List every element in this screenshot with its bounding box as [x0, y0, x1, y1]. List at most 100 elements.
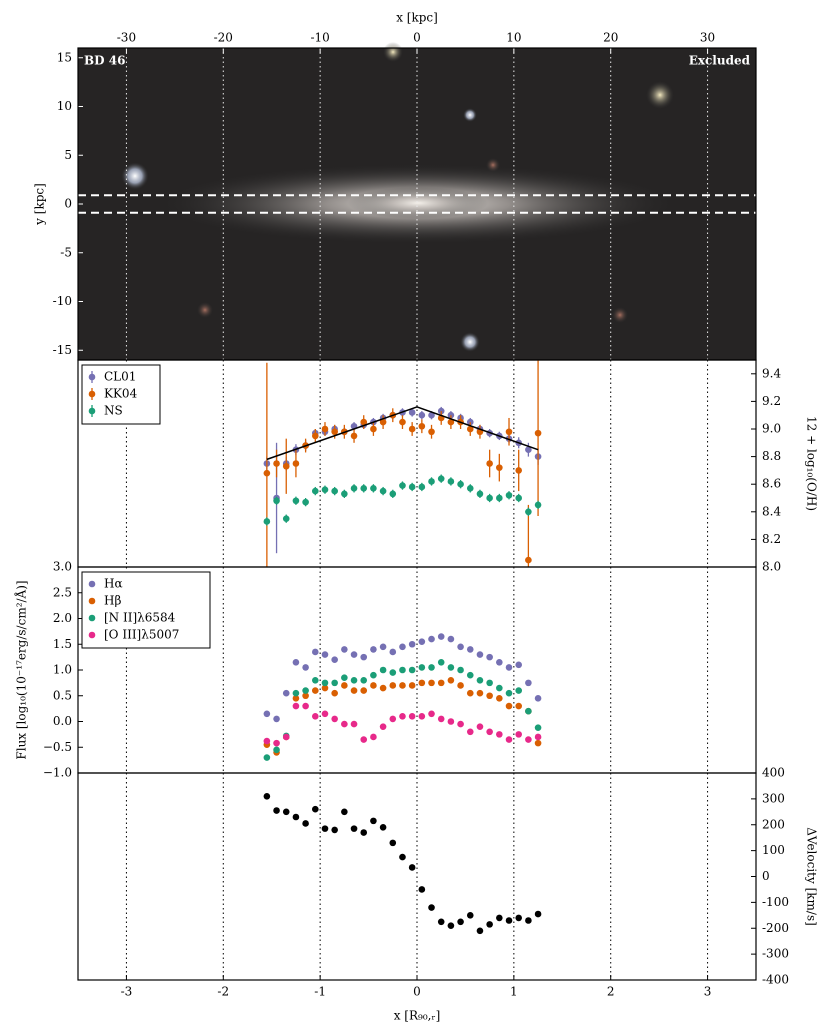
data-point — [273, 715, 280, 723]
y-tick-label: 3.0 — [53, 560, 72, 574]
x-tick-label: -10 — [310, 31, 329, 45]
data-point — [515, 731, 522, 738]
legend-label: Hβ — [104, 594, 121, 608]
fit-line — [266, 406, 539, 461]
data-point — [370, 646, 377, 653]
data-point — [466, 728, 474, 736]
data-point — [505, 689, 513, 697]
data-point — [312, 805, 319, 813]
data-point — [321, 679, 329, 687]
legend-box — [81, 571, 211, 649]
y-tick-label: −1.0 — [43, 766, 72, 780]
data-point — [331, 428, 338, 436]
data-point — [447, 478, 455, 485]
data-point — [282, 462, 290, 470]
y-tick-label: 2.0 — [53, 611, 72, 625]
data-point — [389, 490, 397, 498]
data-point — [341, 720, 348, 728]
y-tick-label: −0.5 — [43, 740, 72, 754]
data-point — [282, 689, 290, 697]
data-point — [437, 715, 445, 723]
x-tick-label: 2 — [607, 985, 615, 999]
data-point — [466, 689, 474, 697]
data-point — [428, 679, 435, 687]
data-point — [321, 486, 329, 494]
legend-marker — [88, 373, 96, 381]
data-point — [428, 664, 435, 671]
data-point — [302, 687, 309, 694]
data-point — [505, 428, 513, 436]
y-tick-label: 1.5 — [53, 637, 72, 651]
data-point — [418, 411, 426, 419]
data-point — [399, 713, 406, 720]
data-point — [505, 917, 513, 924]
data-point — [331, 679, 338, 687]
data-point — [389, 669, 397, 676]
data-point — [263, 710, 271, 718]
data-point — [428, 411, 435, 419]
data-point — [457, 643, 464, 651]
legend-label: [O III]λ5007 — [104, 628, 179, 642]
data-point — [312, 648, 319, 656]
data-point — [515, 702, 522, 710]
data-point — [312, 687, 319, 694]
data-point — [447, 664, 455, 671]
data-point — [273, 739, 280, 747]
data-point — [525, 508, 532, 516]
y-tick-label: 0 — [64, 197, 72, 211]
data-point — [341, 646, 348, 653]
y-tick-label: 400 — [762, 766, 785, 780]
y-axis-title: 12 + log₁₀(O/H) — [805, 416, 819, 511]
data-point — [525, 917, 532, 924]
data-point — [321, 825, 329, 832]
data-point — [292, 695, 300, 702]
data-point — [418, 638, 426, 645]
data-point — [321, 651, 329, 658]
data-point — [292, 689, 300, 697]
legend-marker — [88, 614, 96, 622]
data-point — [496, 494, 503, 502]
data-point — [263, 518, 271, 525]
data-point — [457, 666, 464, 674]
x-tick-label: -30 — [117, 31, 136, 45]
data-point — [505, 491, 513, 499]
data-point — [486, 692, 493, 700]
legend-label: CL01 — [104, 370, 136, 384]
data-point — [399, 482, 406, 489]
data-point — [515, 661, 522, 669]
data-point — [292, 460, 300, 467]
data-point — [486, 653, 493, 661]
y-tick-label: -300 — [762, 947, 789, 961]
data-point — [496, 695, 503, 702]
data-point — [379, 418, 387, 426]
y-tick-label: 8.4 — [762, 504, 781, 518]
data-point — [418, 422, 426, 430]
y-tick-label: -100 — [762, 895, 789, 909]
data-point — [321, 710, 329, 718]
data-point — [350, 687, 358, 694]
data-point — [273, 807, 280, 814]
data-point — [379, 666, 387, 674]
data-point — [292, 702, 300, 710]
y-tick-label: 8.0 — [762, 560, 781, 574]
data-point — [408, 682, 416, 689]
data-point — [341, 808, 348, 816]
data-point — [263, 792, 271, 800]
legend-label: Hα — [104, 577, 123, 591]
data-point — [341, 682, 348, 689]
data-point — [312, 487, 319, 495]
data-point — [486, 679, 493, 687]
data-point — [399, 666, 406, 674]
data-point — [263, 737, 271, 745]
legend-marker — [88, 580, 96, 588]
data-point — [370, 682, 377, 689]
data-point — [466, 646, 474, 653]
x-tick-label: 30 — [700, 31, 715, 45]
data-point — [408, 640, 416, 648]
x-tick-label: 0 — [413, 985, 421, 999]
object-name: BD 46 — [84, 54, 125, 68]
data-point — [408, 409, 416, 416]
data-point — [379, 824, 387, 831]
data-point — [321, 684, 329, 692]
